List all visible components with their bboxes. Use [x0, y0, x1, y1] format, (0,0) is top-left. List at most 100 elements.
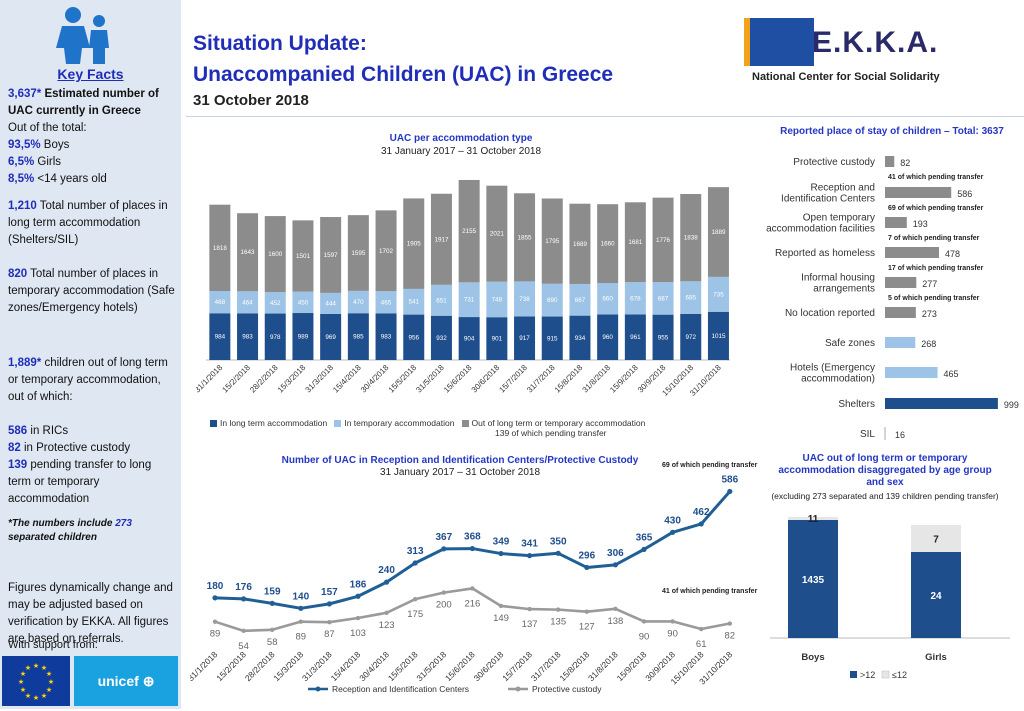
bar-value-label: 1660: [601, 241, 616, 248]
point-value-label: 90: [639, 631, 650, 642]
point-value-label: 586: [721, 474, 738, 485]
data-point: [384, 610, 389, 615]
point-value-label: 350: [550, 536, 567, 547]
legend-label: ≤12: [892, 670, 907, 680]
svg-text:★: ★: [33, 694, 39, 702]
data-point: [241, 628, 246, 634]
bar-segment: [458, 317, 480, 360]
bar-value-label: 978: [270, 334, 281, 341]
bar-segment: [347, 215, 369, 291]
bar-value-label: 738: [519, 296, 530, 303]
point-value-label: 159: [264, 586, 281, 597]
point-value-label: 200: [436, 600, 452, 611]
accommodation-stacked-bar-chart: 984 468 1818 31/1/2018 983 464 1643 15/2/2018 97…: [196, 179, 730, 398]
data-point: [555, 550, 561, 556]
point-value-label: 365: [636, 532, 653, 543]
bar-value-label: 541: [408, 299, 419, 306]
pending-transfer-note: 41 of which pending transfer: [662, 588, 758, 595]
bar-value-label: 901: [492, 336, 503, 343]
x-tick-label: Boys: [801, 652, 824, 663]
bar-value-label: 1702: [379, 248, 394, 255]
data-point: [412, 560, 418, 566]
x-tick-label: 15/4/2018: [331, 363, 363, 395]
data-point: [270, 627, 275, 633]
bar-value-label: 932: [436, 335, 447, 342]
data-point: [212, 619, 218, 624]
bar-value-label: 678: [630, 295, 641, 302]
bar-segment: [486, 185, 508, 282]
fact-long-term-places: 1,210 Total number of places in long ter…: [8, 200, 168, 246]
stack-segment: [788, 520, 838, 638]
bar-segment: [209, 204, 231, 292]
stack-segment: [911, 552, 961, 638]
h-bar: [885, 277, 917, 288]
bar-value-label: 465: [381, 299, 392, 306]
svg-text:★: ★: [25, 692, 31, 700]
data-point: [584, 564, 590, 571]
category-label: Hotels (Emergency: [790, 363, 875, 374]
bar-segment: [514, 316, 536, 360]
h-bar: [885, 217, 907, 228]
x-tick-label: 31/3/2018: [300, 649, 334, 683]
segment-value-label: 1435: [802, 575, 825, 586]
page-date: 31 October 2018: [193, 92, 309, 109]
data-point: [212, 595, 218, 601]
bar-segment: [624, 314, 646, 360]
point-value-label: 138: [607, 616, 623, 627]
bar-value-label: 2155: [462, 228, 477, 235]
bar-segment: [541, 198, 563, 284]
bar-value-label: 1689: [573, 241, 588, 248]
point-value-label: 127: [579, 622, 595, 633]
point-value-label: 82: [725, 631, 736, 642]
bar-segment: [597, 283, 619, 315]
point-value-label: 89: [210, 629, 221, 640]
bar-segment: [347, 313, 369, 360]
bar-value-label: 1595: [351, 250, 366, 257]
bar-value-label: 731: [464, 297, 475, 304]
data-point: [326, 601, 332, 607]
bar-segment: [486, 281, 508, 318]
bar-segment: [209, 313, 231, 360]
point-value-label: 306: [607, 548, 624, 559]
bar-value-label: 82: [900, 158, 910, 168]
data-point: [584, 609, 589, 614]
bar-segment: [292, 220, 314, 292]
x-tick-label: 31/5/2018: [414, 363, 446, 395]
pending-transfer-note: 41 of which pending transfer: [888, 174, 984, 181]
place-of-stay-bar-chart: Protective custody 82 41 of which pending …: [766, 156, 1019, 440]
fact-pending-transfer: 139 pending transfer to long term or tem…: [8, 459, 152, 505]
bar-value-label: 748: [492, 296, 503, 303]
fact-temporary-places: 820 Total number of places in temporary …: [8, 268, 175, 314]
bar-segment: [375, 313, 397, 360]
footnote-separated: *The numbers include 273 separated child…: [8, 518, 132, 543]
stack-segment: [788, 517, 838, 520]
bar-value-label: 16: [895, 430, 905, 440]
category-label: Reception and: [811, 183, 876, 194]
bar-segment: [652, 314, 674, 360]
bar-segment: [264, 313, 286, 360]
data-point: [641, 619, 647, 624]
legend-long-term: In long term accommodation: [210, 418, 327, 428]
line-chart-subtitle: 31 January 2017 – 31 October 2018: [379, 467, 541, 478]
data-point: [469, 545, 475, 552]
bar-segment: [237, 313, 259, 360]
data-point: [670, 529, 676, 535]
category-label: Protective custody: [793, 157, 875, 168]
bar-value-label: 1917: [434, 236, 449, 243]
bar-segment: [569, 203, 591, 284]
data-point: [441, 590, 446, 595]
page-title-line2: Unaccompanied Children (UAC) in Greece: [193, 63, 614, 86]
bar-segment: [652, 282, 674, 315]
bar-value-label: 984: [215, 334, 226, 341]
fact-total: 3,637* Estimated number of UAC currently…: [8, 88, 159, 117]
bar-value-label: 985: [353, 334, 364, 341]
point-value-label: 175: [407, 609, 423, 620]
x-tick-label: 15/3/2018: [276, 363, 308, 395]
legend-custody-marker: [515, 686, 521, 692]
point-value-label: 89: [296, 632, 307, 643]
bar-segment: [569, 315, 591, 360]
x-tick-label: 31/8/2018: [581, 363, 613, 395]
bar-segment: [624, 202, 646, 283]
bar-value-label: 1855: [518, 234, 533, 241]
category-label: Shelters: [838, 399, 875, 410]
